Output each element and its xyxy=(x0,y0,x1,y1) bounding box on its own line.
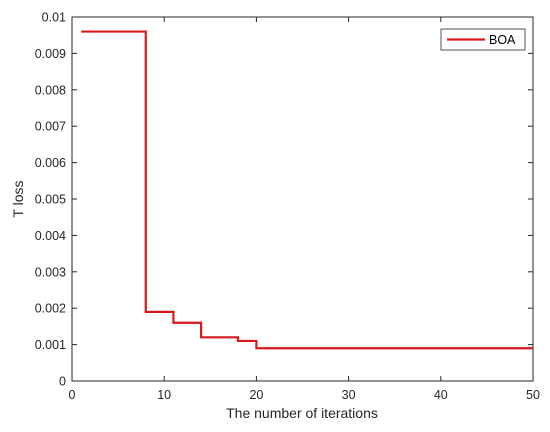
x-tick-label: 40 xyxy=(434,388,448,402)
axis-ticks: 0 10 20 30 40 50 0 0.001 0.002 0.003 0.004 0.005 0.0… xyxy=(35,11,540,403)
x-tick-label: 0 xyxy=(69,388,76,402)
y-tick-label: 0.01 xyxy=(42,11,66,25)
y-tick-label: 0.008 xyxy=(35,83,66,97)
x-axis-label: The number of iterations xyxy=(226,405,378,421)
x-tick-label: 50 xyxy=(526,388,540,402)
y-tick-label: 0.004 xyxy=(35,229,66,243)
y-tick-label: 0.002 xyxy=(35,302,66,316)
x-tick-label: 10 xyxy=(157,388,171,402)
y-axis-label: T loss xyxy=(10,180,26,217)
plot-area xyxy=(71,16,534,382)
series-line-boa xyxy=(81,30,533,350)
legend: BOA xyxy=(440,28,526,51)
y-tick-label: 0.001 xyxy=(35,338,66,352)
x-tick-label: 30 xyxy=(342,388,356,402)
y-tick-label: 0.003 xyxy=(35,265,66,279)
y-tick-label: 0.005 xyxy=(35,193,66,207)
y-tick-label: 0.006 xyxy=(35,156,66,170)
y-tick-label: 0.009 xyxy=(35,47,66,61)
x-tick-label: 20 xyxy=(249,388,263,402)
y-tick-label: 0.007 xyxy=(35,120,66,134)
y-tick-label: 0 xyxy=(59,375,66,389)
legend-label-boa: BOA xyxy=(489,33,516,47)
series-layer xyxy=(81,30,533,350)
